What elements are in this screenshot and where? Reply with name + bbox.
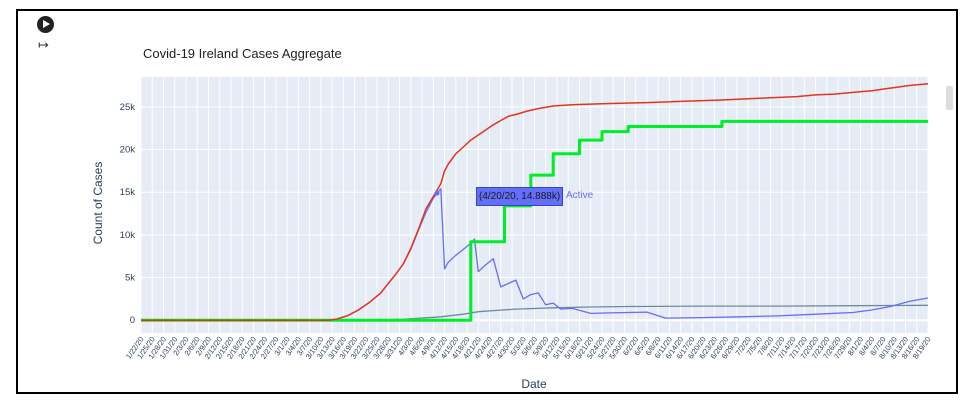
chart-title: Covid-19 Ireland Cases Aggregate [143, 46, 342, 61]
hover-series-name: Active [566, 190, 594, 201]
hover-point [434, 190, 440, 196]
x-axis-label: Date [521, 377, 547, 391]
y-tick-label: 15k [120, 187, 136, 198]
play-circle-icon[interactable] [37, 16, 54, 33]
y-tick-label: 25k [120, 102, 136, 113]
scrollbar-handle[interactable] [946, 86, 953, 110]
y-tick-label: 0 [130, 315, 135, 326]
y-tick-label: 20k [120, 145, 136, 156]
series-line-red [141, 83, 929, 321]
y-tick-label: 5k [125, 273, 135, 284]
hover-tooltip: (4/20/20, 14.888k) [476, 187, 564, 206]
y-tick-label: 10k [120, 230, 136, 241]
series-line-gray [141, 304, 929, 321]
output-exit-icon[interactable]: ↦ [38, 37, 49, 52]
series-line-green [141, 119, 928, 322]
